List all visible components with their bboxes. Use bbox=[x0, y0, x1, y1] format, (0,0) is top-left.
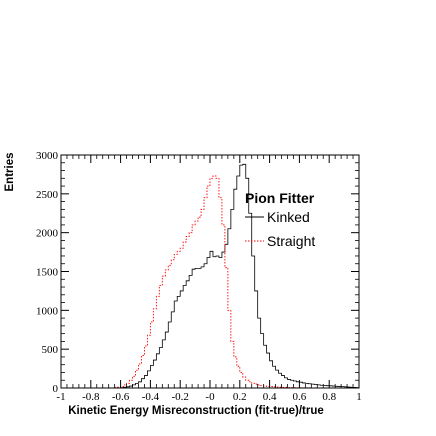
y-axis: 0 500 1000 1500 2000 2500 3000 bbox=[36, 150, 359, 395]
y-axis-title: Entries bbox=[4, 153, 16, 192]
y-tick-label: 2000 bbox=[36, 228, 59, 240]
x-tick-label: -0.6 bbox=[112, 391, 130, 403]
x-tick-label: 0.8 bbox=[322, 391, 336, 403]
y-tick-label: 500 bbox=[42, 344, 59, 356]
x-tick-label: 0.6 bbox=[293, 391, 307, 403]
legend: Pion Fitter Kinked Straight bbox=[245, 190, 315, 249]
legend-entry-kinked: Kinked bbox=[267, 209, 310, 225]
y-tick-label: 1000 bbox=[36, 305, 59, 317]
legend-entry-straight: Straight bbox=[267, 233, 315, 249]
x-tick-label: 0.2 bbox=[233, 391, 247, 403]
x-tick-label: -1 bbox=[56, 391, 65, 403]
y-tick-label: 1500 bbox=[36, 267, 59, 279]
y-tick-label: 2500 bbox=[36, 189, 59, 201]
x-axis-title: Kinetic Energy Misreconstruction (fit-tr… bbox=[68, 405, 324, 417]
y-tick-label: 0 bbox=[53, 383, 59, 395]
x-tick-label: -0.8 bbox=[82, 391, 100, 403]
x-tick-label: -0 bbox=[205, 391, 215, 403]
legend-title: Pion Fitter bbox=[245, 190, 315, 206]
x-tick-label: 1 bbox=[356, 391, 362, 403]
x-axis: -1 -0.8 -0.6 -0.4 -0.2 -0 0.2 0.4 0.6 0.8 1 bbox=[56, 155, 362, 403]
x-tick-label: -0.2 bbox=[171, 391, 188, 403]
y-tick-label: 3000 bbox=[36, 150, 59, 162]
x-tick-label: 0.4 bbox=[263, 391, 277, 403]
x-tick-label: -0.4 bbox=[142, 391, 160, 403]
